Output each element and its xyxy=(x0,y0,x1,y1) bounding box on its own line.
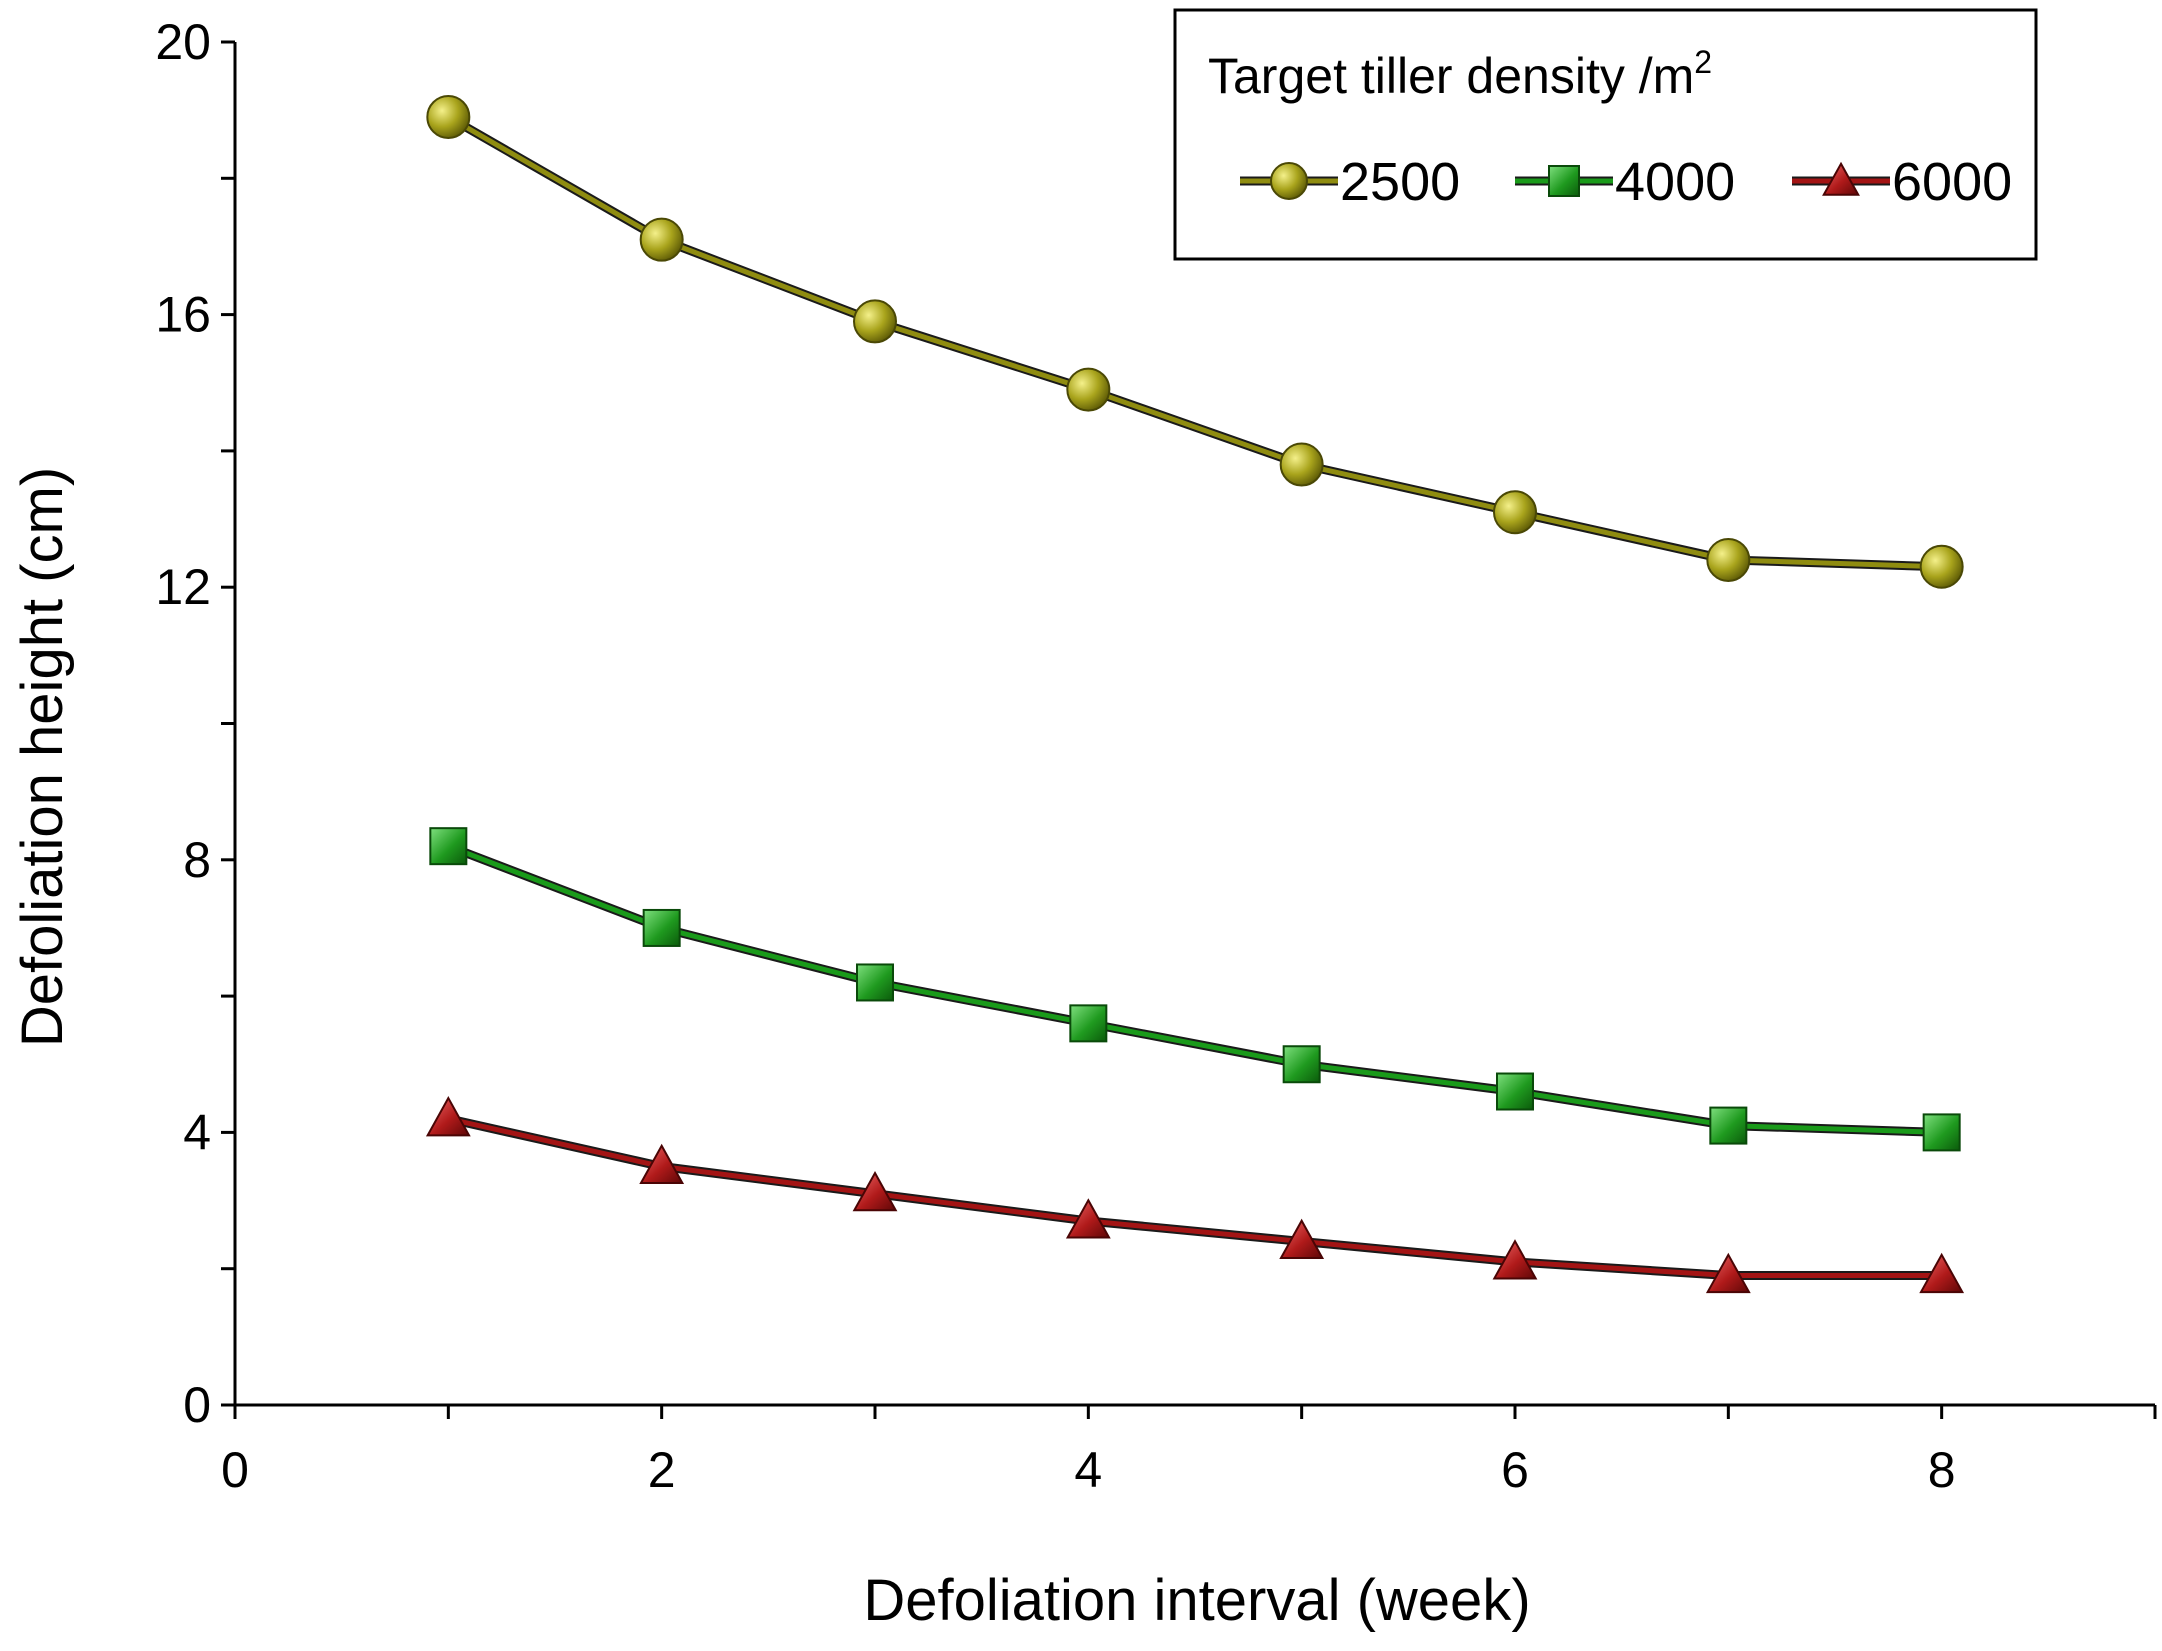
y-tick-label: 8 xyxy=(183,832,211,888)
data-point-square xyxy=(429,827,468,866)
y-tick-label: 16 xyxy=(155,287,211,343)
series-line-outline xyxy=(446,841,1942,1137)
data-point-triangle xyxy=(1919,1252,1965,1294)
x-tick-label: 6 xyxy=(1501,1442,1529,1498)
y-axis-ticks: 0 4 8 12 16 20 xyxy=(155,14,235,1433)
series-4000 xyxy=(429,827,1961,1152)
data-point-square xyxy=(1069,1004,1108,1043)
series-line xyxy=(447,843,1942,1135)
series-layer xyxy=(425,94,1965,1294)
data-point-circle xyxy=(1270,162,1308,200)
legend-items: 2500 4000 6000 xyxy=(1240,152,2012,212)
x-axis-ticks: 0 2 4 6 8 xyxy=(221,1405,2157,1498)
data-point-triangle xyxy=(1705,1252,1751,1294)
data-point-triangle xyxy=(852,1170,898,1212)
y-tick-label: 12 xyxy=(155,559,211,615)
x-tick-label: 8 xyxy=(1928,1442,1956,1498)
legend-item-2500: 2500 xyxy=(1240,152,1460,212)
y-tick-label: 20 xyxy=(155,14,211,70)
legend-box xyxy=(1173,8,2038,261)
legend-item-6000: 6000 xyxy=(1792,152,2012,212)
series-2500 xyxy=(426,94,1964,589)
data-point-triangle xyxy=(425,1096,471,1137)
data-point-circle xyxy=(1706,537,1751,582)
data-point-circle xyxy=(853,299,897,344)
axes: 0 4 8 12 16 20 0 2 4 6 8 xyxy=(155,14,2157,1498)
legend-title: Target tiller density /m2 xyxy=(1208,44,1712,104)
data-point-triangle xyxy=(1822,161,1860,196)
data-point-square xyxy=(642,908,681,947)
legend-label: 4000 xyxy=(1615,152,1735,212)
legend-item-4000: 4000 xyxy=(1515,152,1735,212)
series-6000 xyxy=(425,1096,1965,1294)
data-point-square xyxy=(1496,1072,1534,1111)
x-tick-label: 4 xyxy=(1074,1442,1102,1498)
legend-title-superscript: 2 xyxy=(1694,44,1712,80)
legend-label: 2500 xyxy=(1340,152,1460,212)
y-tick-label: 4 xyxy=(183,1104,211,1160)
data-point-circle xyxy=(1919,544,1964,589)
data-point-square xyxy=(1548,165,1580,197)
data-point-triangle xyxy=(639,1143,685,1185)
data-point-square xyxy=(1282,1045,1321,1084)
data-point-triangle xyxy=(1279,1218,1325,1259)
legend-label: 6000 xyxy=(1892,152,2012,212)
data-point-square xyxy=(1922,1113,1961,1152)
data-point-circle xyxy=(1066,367,1111,412)
data-point-circle xyxy=(1279,442,1324,487)
data-point-square xyxy=(856,963,894,1002)
x-axis-title: Defoliation interval (week) xyxy=(863,1568,1530,1633)
data-point-circle xyxy=(1493,490,1537,535)
y-axis-title: Defoliation height (cm) xyxy=(10,467,75,1047)
data-point-circle xyxy=(639,217,684,262)
y-tick-label: 0 xyxy=(183,1377,211,1433)
series-line xyxy=(447,1116,1942,1279)
legend: Target tiller density /m2 2500 4000 6000 xyxy=(1173,8,2038,261)
data-point-triangle xyxy=(1492,1239,1538,1280)
x-tick-label: 0 xyxy=(221,1442,249,1498)
data-point-circle xyxy=(426,94,471,139)
data-point-triangle xyxy=(1065,1198,1111,1239)
data-point-square xyxy=(1709,1106,1748,1145)
series-line xyxy=(447,114,1942,570)
x-tick-label: 2 xyxy=(648,1442,676,1498)
